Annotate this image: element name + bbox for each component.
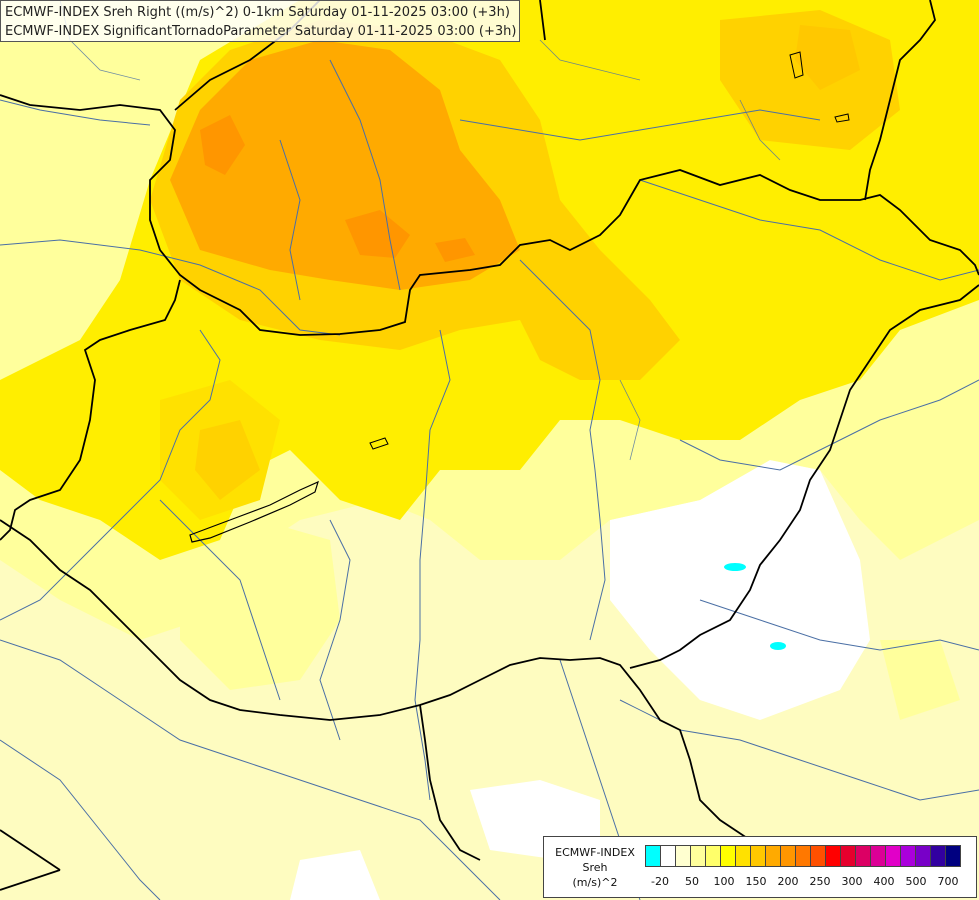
legend-tick-label: 500 [905,875,927,888]
small-lake-ne [834,113,850,123]
legend-tick-label: 300 [841,875,863,888]
legend-swatch [735,845,751,867]
rivers [0,59,979,900]
legend-swatch [900,845,916,867]
legend-swatch [840,845,856,867]
legend-swatch [795,845,811,867]
legend-model: ECMWF-INDEX [555,846,635,859]
legend-swatch [825,845,841,867]
legend-swatch [855,845,871,867]
legend-tick-label: 200 [777,875,799,888]
legend-tick-label: 100 [713,875,735,888]
legend-swatches [645,845,961,867]
legend-tick-label: -20 [651,875,669,888]
lake-outline [189,480,319,543]
small-lake-north [789,51,804,79]
cyan-blobs [724,563,786,650]
legend-swatch [675,845,691,867]
legend-swatch [660,845,676,867]
legend-swatch [870,845,886,867]
legend-swatch [765,845,781,867]
color-legend: ECMWF-INDEX Sreh (m/s)^2 -20 50 100 150 200 2… [543,836,977,898]
legend-swatch [720,845,736,867]
legend-swatch [750,845,766,867]
legend-swatch [645,845,661,867]
legend-swatch [780,845,796,867]
legend-caption: ECMWF-INDEX Sreh (m/s)^2 [548,845,642,890]
legend-tick-labels: -20 50 100 150 200 250 300 400 500 700 [645,875,975,889]
legend-parameter: Sreh [582,861,608,874]
legend-swatch [915,845,931,867]
legend-swatch [885,845,901,867]
legend-tick-label: 50 [685,875,699,888]
legend-swatch [690,845,706,867]
dark-orange-zones [200,115,475,262]
legend-swatch [705,845,721,867]
title-line-2: ECMWF-INDEX SignificantTornadoParameter … [5,24,517,39]
legend-tick-label: 400 [873,875,895,888]
legend-tick-label: 700 [937,875,959,888]
small-lake [369,437,389,450]
legend-unit: (m/s)^2 [572,876,618,889]
map-title-box: ECMWF-INDEX Sreh Right ((m/s)^2) 0-1km S… [0,0,520,42]
legend-tick-label: 150 [745,875,767,888]
orange-zones [170,25,860,290]
legend-swatch [810,845,826,867]
legend-tick-label: 250 [809,875,831,888]
legend-swatch [930,845,946,867]
title-line-1: ECMWF-INDEX Sreh Right ((m/s)^2) 0-1km S… [5,5,510,20]
legend-swatch [945,845,961,867]
